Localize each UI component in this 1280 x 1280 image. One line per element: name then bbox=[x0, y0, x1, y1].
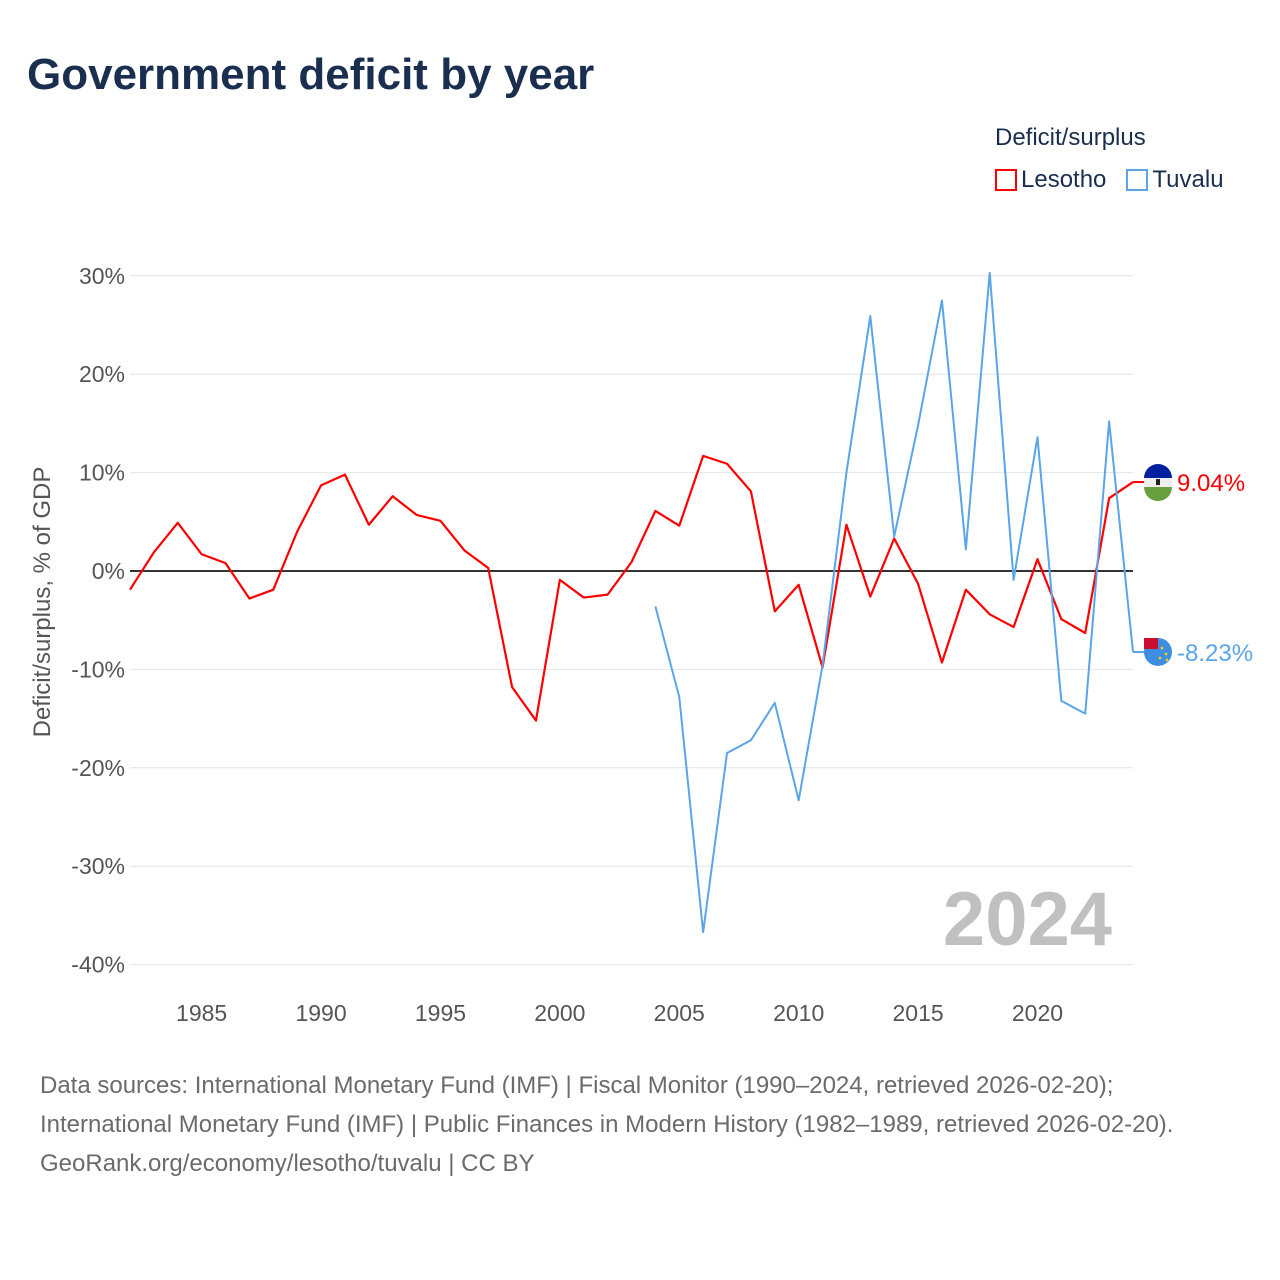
legend-title: Deficit/surplus bbox=[995, 124, 1146, 151]
y-tick-label: 20% bbox=[79, 361, 125, 387]
legend-label: Lesotho bbox=[1021, 166, 1107, 193]
x-tick-label: 2000 bbox=[534, 1000, 585, 1026]
sources: Data sources: International Monetary Fun… bbox=[40, 1066, 1240, 1183]
series-line-tuvalu bbox=[654, 271, 1134, 934]
flag-green bbox=[1144, 487, 1172, 502]
tuvalu-flag-icon bbox=[1144, 637, 1172, 666]
legend-swatch bbox=[995, 169, 1017, 191]
chart-title: Government deficit by year bbox=[27, 50, 595, 99]
y-tick-label: -30% bbox=[71, 853, 125, 879]
end-value-label: 9.04% bbox=[1177, 470, 1245, 497]
lesotho-flag-icon bbox=[1144, 464, 1172, 502]
flag-blue bbox=[1144, 464, 1172, 479]
legend-swatch bbox=[1126, 169, 1149, 191]
y-tick-label: 30% bbox=[79, 263, 125, 289]
data-sources-text: Data sources: International Monetary Fun… bbox=[40, 1072, 1174, 1138]
flag-hat bbox=[1156, 479, 1160, 486]
y-tick-label: -10% bbox=[71, 656, 125, 682]
series-line-lesotho bbox=[129, 454, 1134, 722]
x-tick-label: 2005 bbox=[654, 1000, 705, 1026]
x-tick-label: 1995 bbox=[415, 1000, 466, 1026]
x-tick-label: 2020 bbox=[1012, 1000, 1063, 1026]
x-tick-label: 1990 bbox=[295, 1000, 346, 1026]
flag-star bbox=[1158, 656, 1162, 660]
chart-plot: 30% 20% 10% 0% -10% -20% -30% -40% 1985 1990 1995 2… bbox=[29, 263, 1253, 1026]
y-tick-label: -40% bbox=[71, 952, 125, 978]
flag-star bbox=[1165, 658, 1169, 662]
x-tick-label: 2015 bbox=[892, 1000, 943, 1026]
flag-union bbox=[1144, 637, 1158, 649]
x-tick-label: 2010 bbox=[773, 1000, 824, 1026]
y-axis-label: Deficit/surplus, % of GDP bbox=[29, 467, 56, 738]
y-tick-label: 10% bbox=[79, 460, 125, 486]
y-tick-label: -20% bbox=[71, 755, 125, 781]
attribution-link[interactable]: GeoRank.org/economy/lesotho/tuvalu | CC … bbox=[40, 1150, 535, 1177]
year-watermark: 2024 bbox=[943, 877, 1112, 962]
flag-star bbox=[1160, 646, 1164, 650]
end-value-label: -8.23% bbox=[1177, 640, 1253, 667]
legend-item-tuvalu[interactable]: Tuvalu bbox=[1126, 166, 1224, 194]
flag-star bbox=[1164, 652, 1168, 656]
legend: Deficit/surplus Lesotho Tuvalu bbox=[995, 124, 1224, 194]
legend-item-lesotho[interactable]: Lesotho bbox=[995, 166, 1106, 194]
legend-label: Tuvalu bbox=[1152, 166, 1224, 193]
x-tick-label: 1985 bbox=[176, 1000, 227, 1026]
y-tick-label: 0% bbox=[92, 558, 125, 584]
